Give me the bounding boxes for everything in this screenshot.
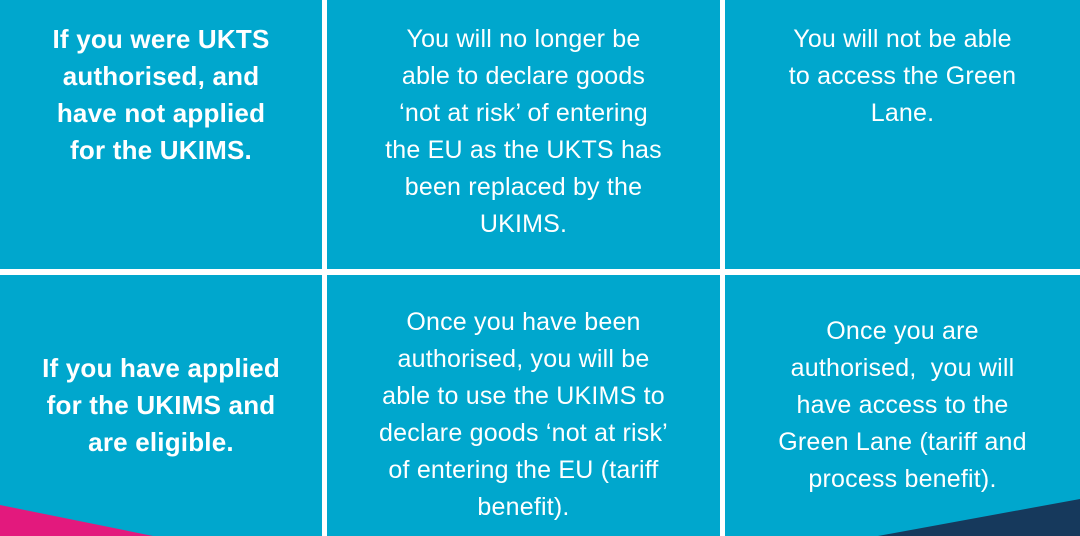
cell-text: If you have applied for the UKIMS and ar… — [0, 350, 322, 461]
cell-text: You will not be able to access the Green… — [725, 21, 1080, 132]
text-line: have not applied — [56, 98, 266, 128]
text-line: You will no longer be — [406, 25, 641, 53]
cell-text: Once you are authorised, you will have a… — [725, 313, 1080, 498]
text-line: Once you are — [826, 317, 979, 345]
cell-green-lane-denied: You will not be able to access the Green… — [725, 0, 1080, 269]
text-line: to access the Green — [788, 62, 1017, 90]
text-line: been replaced by the — [404, 173, 643, 201]
cell-text: Once you have been authorised, you will … — [327, 304, 720, 526]
text-line: are eligible. — [88, 427, 234, 457]
text-line: If you have applied — [42, 353, 280, 383]
cell-green-lane-access: Once you are authorised, you will have a… — [725, 275, 1080, 536]
text-line: UKIMS. — [479, 210, 568, 238]
text-line: declare goods ‘not at risk’ — [379, 418, 668, 447]
text-line: benefit). — [477, 492, 570, 521]
text-line: of entering the EU (tariff — [388, 455, 659, 484]
cell-ukims-tariff-benefit: Once you have been authorised, you will … — [327, 275, 720, 536]
cell-ukims-applied-header: If you have applied for the UKIMS and ar… — [0, 275, 322, 536]
text-line: for the UKIMS and — [46, 390, 276, 420]
text-line: authorised, you will — [790, 354, 1015, 382]
cell-text: If you were UKTS authorised, and have no… — [0, 21, 322, 169]
text-line: able to declare goods — [401, 62, 646, 90]
text-line: ‘not at risk’ of entering — [399, 99, 648, 127]
text-line: for the UKIMS. — [70, 135, 252, 165]
text-line: Green Lane (tariff and — [778, 428, 1027, 456]
cell-ukts-not-applied-header: If you were UKTS authorised, and have no… — [0, 0, 322, 269]
text-line: process benefit). — [808, 465, 997, 493]
text-line: Once you have been — [406, 307, 641, 336]
text-line: the EU as the UKTS has — [385, 136, 662, 164]
text-line: authorised, you will be — [397, 344, 650, 373]
text-line: Lane. — [870, 99, 935, 127]
text-line: able to use the UKIMS to — [382, 381, 665, 410]
text-line: have access to the — [796, 391, 1009, 419]
text-line: If you were UKTS — [52, 24, 270, 54]
text-line: You will not be able — [793, 25, 1012, 53]
cell-text: You will no longer be able to declare go… — [327, 21, 720, 243]
text-line: authorised, and — [62, 61, 260, 91]
cell-ukts-declaration-consequence: You will no longer be able to declare go… — [327, 0, 720, 269]
